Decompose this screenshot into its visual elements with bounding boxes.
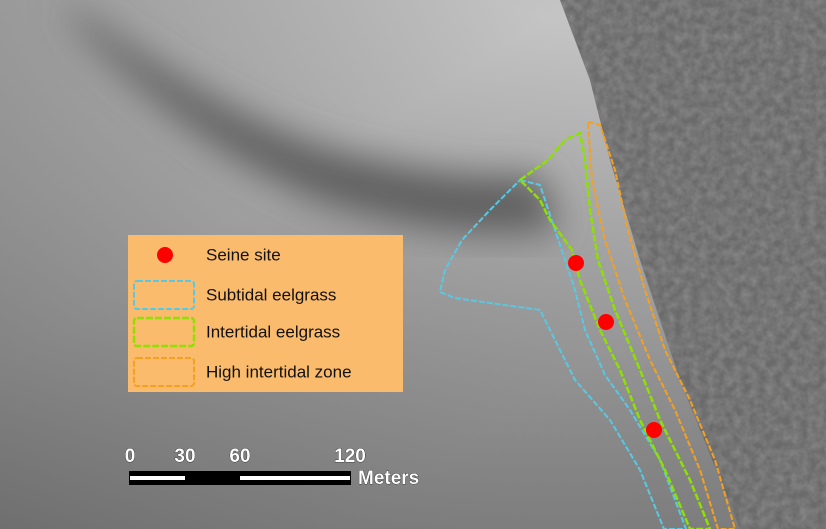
scale-bar-label: 60 — [229, 446, 250, 467]
legend-label: Subtidal eelgrass — [206, 285, 336, 304]
scale-bar-segment — [130, 476, 185, 480]
scale-bar-label: 30 — [174, 446, 195, 467]
legend-label: Seine site — [206, 245, 281, 264]
legend-label: Intertidal eelgrass — [206, 322, 340, 341]
seine-site — [568, 255, 584, 271]
map: Seine site Subtidal eelgrass Intertidal … — [0, 0, 826, 529]
legend: Seine site Subtidal eelgrass Intertidal … — [128, 235, 403, 392]
seine-site — [598, 314, 614, 330]
legend-label: High intertidal zone — [206, 362, 352, 381]
seine-site — [646, 422, 662, 438]
scale-bar-label: 120 — [334, 446, 366, 467]
scale-bar-label: 0 — [125, 446, 136, 467]
scale-bar-unit: Meters — [358, 468, 419, 489]
scale-bar-segment — [240, 476, 350, 480]
scale-bar-segment — [185, 475, 240, 481]
legend-symbol — [157, 247, 173, 263]
